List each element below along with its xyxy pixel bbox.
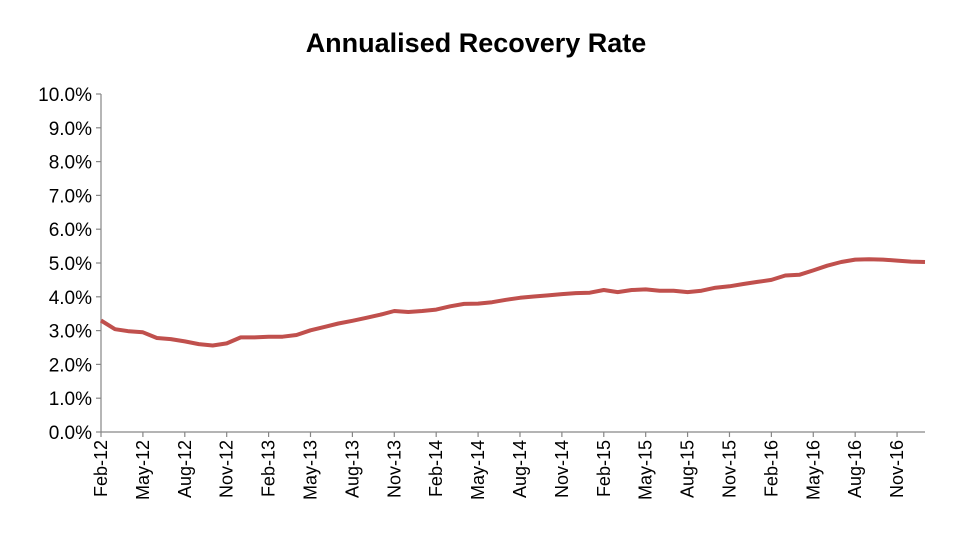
x-tick-label: May-14	[468, 440, 488, 500]
y-tick-label: 9.0%	[49, 119, 92, 140]
x-tick-label: May-16	[803, 440, 823, 500]
x-tick-label: Feb-16	[761, 440, 781, 497]
y-axis-ticks: 0.0% 1.0% 2.0% 3.0% 4.0% 5.0% 6.0% 7.0% 8.0% 9.0%…	[38, 85, 101, 444]
y-tick-label: 3.0%	[49, 322, 92, 343]
y-tick-label: 8.0%	[49, 153, 92, 174]
y-tick-label: 10.0%	[38, 85, 92, 106]
x-tick-label: Feb-14	[426, 440, 446, 497]
x-tick-label: Nov-15	[719, 440, 739, 498]
y-tick-label: 5.0%	[49, 254, 92, 275]
x-tick-label: Nov-13	[384, 440, 404, 498]
y-tick-label: 0.0%	[49, 423, 92, 444]
x-tick-label: Feb-15	[594, 440, 614, 497]
x-tick-label: Aug-14	[510, 440, 530, 498]
y-tick-label: 6.0%	[49, 220, 92, 241]
chart-title: Annualised Recovery Rate	[306, 28, 647, 58]
y-tick-label: 4.0%	[49, 288, 92, 309]
x-tick-label: Aug-16	[845, 440, 865, 498]
x-tick-label: May-15	[636, 440, 656, 500]
x-tick-label: Aug-12	[175, 440, 195, 498]
x-axis-ticks: Feb-12 May-12 Aug-12 Nov-12 Feb-13 May-13 Aug-…	[91, 432, 907, 500]
x-tick-label: May-13	[300, 440, 320, 500]
y-tick-label: 7.0%	[49, 186, 92, 207]
y-tick-label: 1.0%	[49, 389, 92, 410]
series-layer	[99, 257, 926, 348]
y-tick-label: 2.0%	[49, 355, 92, 376]
x-tick-label: Feb-13	[259, 440, 279, 497]
x-tick-label: May-12	[133, 440, 153, 500]
x-tick-label: Nov-12	[217, 440, 237, 498]
x-tick-label: Nov-16	[887, 440, 907, 498]
x-tick-label: Nov-14	[552, 440, 572, 498]
x-tick-label: Feb-12	[91, 440, 111, 497]
x-tick-label: Aug-15	[678, 440, 698, 498]
series-line	[99, 257, 926, 348]
x-tick-label: Aug-13	[342, 440, 362, 498]
